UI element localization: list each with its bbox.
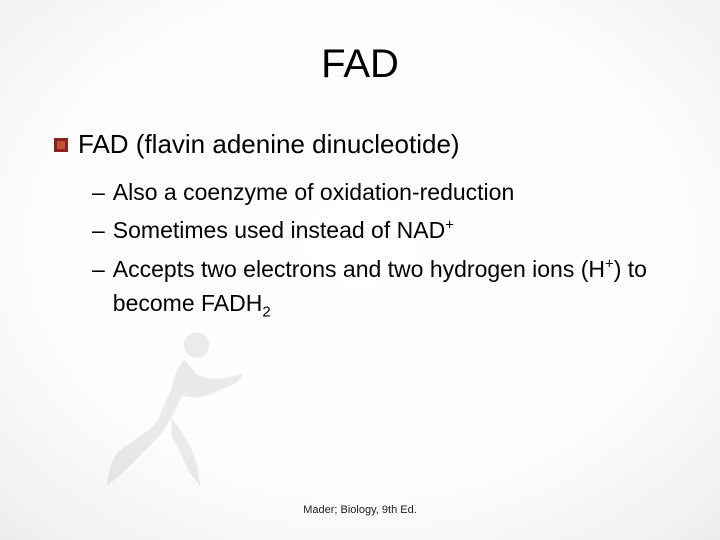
dash-icon: – [92, 213, 105, 248]
main-bullet-text: FAD (flavin adenine dinucleotide) [78, 128, 460, 161]
sub-bullet: – Also a coenzyme of oxidation-reduction [92, 175, 690, 210]
main-bullet: FAD (flavin adenine dinucleotide) [54, 128, 690, 161]
bullet-icon [54, 138, 68, 152]
sub-bullet-list: – Also a coenzyme of oxidation-reduction… [92, 175, 690, 321]
sub-bullet: – Sometimes used instead of NAD+ [92, 213, 690, 248]
slide-title: FAD [0, 0, 720, 87]
slide-content: FAD (flavin adenine dinucleotide) – Also… [54, 128, 690, 325]
runner-watermark [85, 320, 265, 500]
dash-icon: – [92, 252, 105, 287]
footer-citation: Mader; Biology, 9th Ed. [0, 504, 720, 516]
sub-bullet-text: Accepts two electrons and two hydrogen i… [113, 252, 690, 321]
dash-icon: – [92, 175, 105, 210]
sub-bullet-text: Sometimes used instead of NAD+ [113, 213, 690, 248]
sub-bullet-text: Also a coenzyme of oxidation-reduction [113, 175, 690, 210]
sub-bullet: – Accepts two electrons and two hydrogen… [92, 252, 690, 321]
